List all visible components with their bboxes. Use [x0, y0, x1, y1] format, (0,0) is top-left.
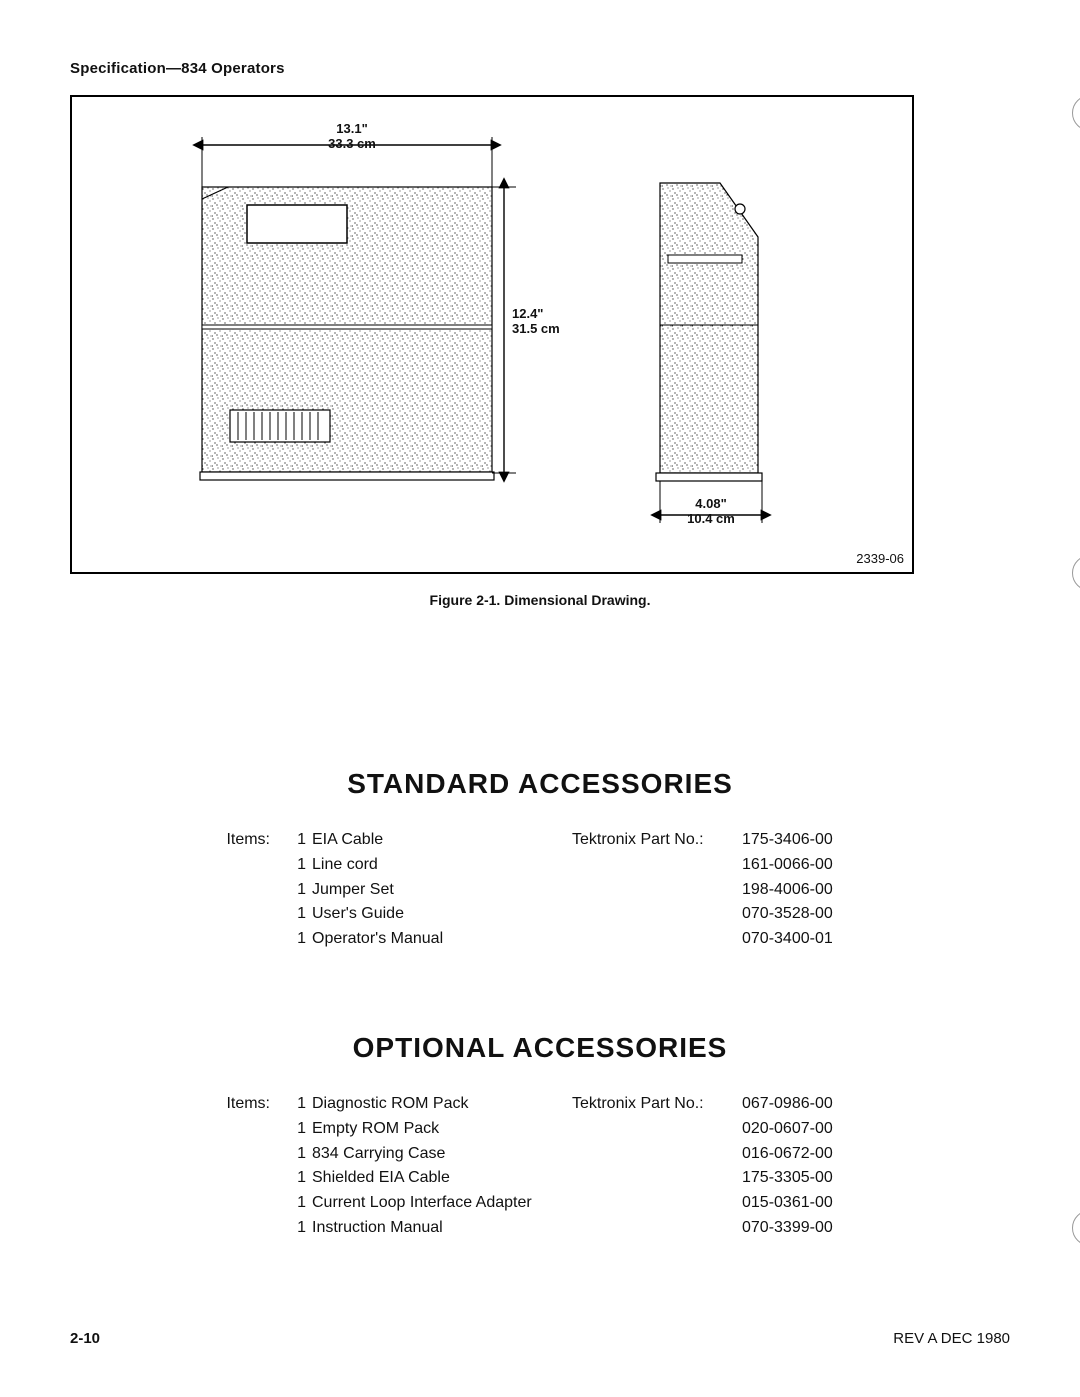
item-qty: 1 [284, 1216, 312, 1241]
item-name: Current Loop Interface Adapter [312, 1191, 572, 1216]
figure-box: 13.1" 33.3 cm 12.4" 31.5 cm 4.08" 10.4 c… [70, 95, 914, 574]
side-hole [735, 204, 745, 214]
item-part: 015-0361-00 [742, 1191, 882, 1216]
item-part: 175-3305-00 [742, 1166, 882, 1191]
dim-width-label: 13.1" 33.3 cm [317, 122, 387, 152]
dim-height-in: 12.4" [512, 306, 543, 321]
item-name: Jumper Set [312, 878, 572, 903]
figure-caption: Figure 2-1. Dimensional Drawing. [70, 592, 1010, 608]
item-part: 016-0672-00 [742, 1142, 882, 1167]
item-qty: 1 [284, 853, 312, 878]
item-qty: 1 [284, 878, 312, 903]
front-grille [230, 410, 330, 442]
item-part: 067-0986-00 [742, 1092, 882, 1117]
dim-height-cm: 31.5 cm [512, 321, 560, 336]
front-seam [202, 325, 492, 329]
page: Specification—834 Operators [0, 0, 1080, 1397]
page-number: 2-10 [70, 1330, 100, 1347]
item-name: Diagnostic ROM Pack [312, 1092, 572, 1117]
standard-table: Items: 1 EIA Cable Tektronix Part No.: 1… [190, 828, 890, 952]
figure-tag: 2339-06 [856, 551, 904, 566]
item-qty: 1 [284, 927, 312, 952]
item-part: 175-3406-00 [742, 828, 882, 853]
punch-hole [1072, 555, 1080, 591]
item-qty: 1 [284, 1142, 312, 1167]
item-part: 161-0066-00 [742, 853, 882, 878]
front-base [200, 472, 494, 480]
dim-depth-label: 4.08" 10.4 cm [676, 497, 746, 527]
spec-header: Specification—834 Operators [70, 60, 1010, 77]
dim-depth-cm: 10.4 cm [687, 511, 735, 526]
dim-width-in: 13.1" [336, 121, 367, 136]
dim-height-label: 12.4" 31.5 cm [512, 307, 572, 337]
item-qty: 1 [284, 1092, 312, 1117]
item-name: Shielded EIA Cable [312, 1166, 572, 1191]
optional-heading: OPTIONAL ACCESSORIES [70, 1032, 1010, 1064]
page-footer: 2-10 REV A DEC 1980 [70, 1330, 1010, 1347]
item-name: Empty ROM Pack [312, 1117, 572, 1142]
item-part: 070-3528-00 [742, 902, 882, 927]
item-qty: 1 [284, 1191, 312, 1216]
front-window [247, 205, 347, 243]
items-label: Items: [190, 828, 284, 853]
item-name: 834 Carrying Case [312, 1142, 572, 1167]
dim-width-cm: 33.3 cm [328, 136, 376, 151]
punch-hole [1072, 95, 1080, 131]
item-qty: 1 [284, 902, 312, 927]
item-name: Line cord [312, 853, 572, 878]
item-qty: 1 [284, 1117, 312, 1142]
items-label: Items: [190, 1092, 284, 1117]
part-label: Tektronix Part No.: [572, 828, 742, 853]
side-body [660, 183, 758, 473]
item-name: User's Guide [312, 902, 572, 927]
optional-table: Items: 1 Diagnostic ROM Pack Tektronix P… [190, 1092, 890, 1241]
item-part: 020-0607-00 [742, 1117, 882, 1142]
item-qty: 1 [284, 828, 312, 853]
part-label: Tektronix Part No.: [572, 1092, 742, 1117]
dim-depth-in: 4.08" [695, 496, 726, 511]
punch-hole [1072, 1210, 1080, 1246]
side-base [656, 473, 762, 481]
item-name: Operator's Manual [312, 927, 572, 952]
revision: REV A DEC 1980 [893, 1330, 1010, 1347]
item-part: 070-3399-00 [742, 1216, 882, 1241]
item-part: 198-4006-00 [742, 878, 882, 903]
item-name: Instruction Manual [312, 1216, 572, 1241]
item-qty: 1 [284, 1166, 312, 1191]
dimensional-drawing [72, 97, 912, 572]
item-name: EIA Cable [312, 828, 572, 853]
item-part: 070-3400-01 [742, 927, 882, 952]
side-slot [668, 255, 742, 263]
standard-heading: STANDARD ACCESSORIES [70, 768, 1010, 800]
